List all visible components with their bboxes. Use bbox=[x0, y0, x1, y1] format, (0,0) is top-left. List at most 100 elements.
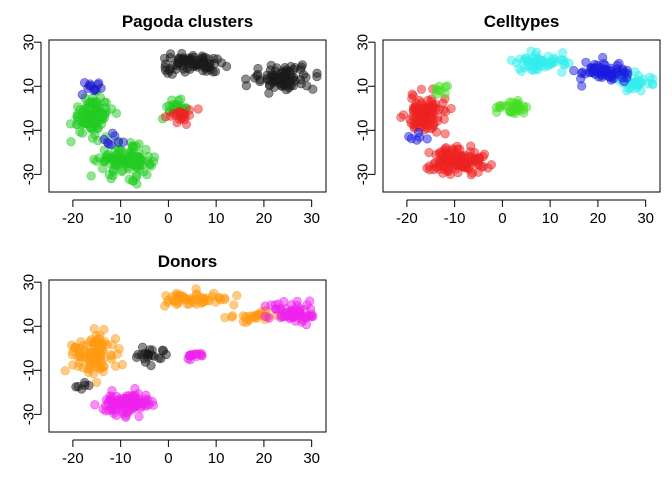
data-point bbox=[217, 58, 227, 68]
x-tick-label: 0 bbox=[498, 210, 506, 227]
data-point bbox=[617, 73, 627, 83]
data-point bbox=[308, 84, 318, 94]
data-point bbox=[139, 354, 149, 364]
data-point bbox=[107, 128, 118, 138]
data-point bbox=[100, 109, 110, 119]
data-point bbox=[296, 62, 307, 72]
data-point bbox=[506, 55, 516, 65]
data-point bbox=[141, 401, 151, 411]
data-point bbox=[238, 311, 248, 321]
x-tick-label: -10 bbox=[110, 210, 132, 227]
data-point bbox=[200, 63, 210, 73]
data-point bbox=[75, 348, 85, 359]
data-point bbox=[104, 169, 114, 180]
y-tick-label: -10 bbox=[355, 119, 372, 141]
data-point bbox=[643, 79, 653, 89]
plot-frame bbox=[48, 279, 327, 433]
data-point bbox=[288, 313, 299, 323]
y-tick-label: 30 bbox=[355, 34, 372, 51]
points-pagoda-clusters bbox=[65, 48, 322, 189]
data-point bbox=[457, 151, 467, 161]
data-point bbox=[196, 348, 206, 359]
x-tick-label: 0 bbox=[164, 210, 172, 227]
data-point bbox=[186, 293, 196, 304]
x-tick-label: -20 bbox=[62, 210, 84, 227]
data-point bbox=[581, 57, 591, 67]
data-point bbox=[89, 352, 99, 362]
data-point bbox=[440, 129, 450, 139]
data-point bbox=[416, 84, 427, 94]
data-point bbox=[132, 352, 142, 363]
data-point bbox=[536, 57, 546, 67]
plot-frame bbox=[382, 39, 661, 193]
data-point bbox=[227, 312, 237, 322]
data-point bbox=[220, 295, 230, 305]
data-point bbox=[84, 81, 94, 91]
x-tick-label: 10 bbox=[542, 210, 559, 227]
data-point bbox=[92, 338, 102, 349]
points-celltypes bbox=[396, 46, 658, 180]
data-point bbox=[90, 130, 100, 140]
data-point bbox=[101, 395, 111, 405]
y-tick-label: 10 bbox=[21, 78, 38, 95]
data-point bbox=[229, 300, 239, 310]
x-tick-label: 30 bbox=[303, 210, 320, 227]
x-tick-label: 0 bbox=[164, 450, 172, 467]
data-point bbox=[97, 163, 108, 174]
y-tick-label: -30 bbox=[21, 404, 38, 426]
data-point bbox=[172, 117, 182, 128]
y-tick-label: 30 bbox=[21, 274, 38, 291]
data-point bbox=[174, 58, 184, 68]
data-point bbox=[149, 152, 159, 162]
data-point bbox=[600, 65, 610, 75]
plot-title-donors: Donors bbox=[158, 252, 218, 271]
data-point bbox=[301, 320, 312, 330]
plot-title-celltypes: Celltypes bbox=[484, 12, 560, 31]
x-tick-label: 20 bbox=[256, 210, 273, 227]
data-point bbox=[147, 345, 157, 355]
data-point bbox=[191, 284, 201, 294]
data-point bbox=[77, 89, 87, 100]
data-point bbox=[514, 64, 524, 74]
data-point bbox=[549, 53, 559, 63]
data-point bbox=[296, 79, 306, 89]
data-point bbox=[598, 52, 608, 63]
y-tick-label: -10 bbox=[21, 359, 38, 381]
data-point bbox=[132, 179, 142, 189]
data-point bbox=[160, 301, 170, 311]
data-point bbox=[569, 65, 579, 76]
data-point bbox=[466, 170, 476, 180]
data-point bbox=[72, 119, 83, 129]
y-tick-label: 10 bbox=[21, 318, 38, 335]
data-point bbox=[271, 304, 281, 314]
data-point bbox=[576, 74, 586, 84]
data-point bbox=[122, 159, 132, 169]
panel-celltypes: Celltypes -20 -10 0 10 20 30 -30 -10 10 30 bbox=[355, 12, 661, 227]
data-point bbox=[531, 50, 541, 60]
data-point bbox=[165, 53, 175, 63]
data-point bbox=[171, 296, 181, 306]
x-tick-label: 10 bbox=[208, 450, 225, 467]
data-point bbox=[477, 162, 487, 172]
data-point bbox=[588, 64, 599, 74]
y-tick-label: -30 bbox=[355, 164, 372, 186]
data-point bbox=[101, 97, 111, 107]
data-point bbox=[494, 100, 504, 111]
data-point bbox=[437, 157, 447, 167]
data-point bbox=[113, 137, 124, 147]
x-tick-label: 10 bbox=[208, 210, 225, 227]
data-point bbox=[86, 122, 96, 132]
x-tick-label: 20 bbox=[256, 450, 273, 467]
data-point bbox=[426, 106, 436, 116]
data-point bbox=[193, 104, 203, 114]
data-point bbox=[144, 159, 155, 169]
data-point bbox=[113, 400, 123, 410]
x-tick-label: -20 bbox=[396, 210, 418, 227]
data-point bbox=[272, 63, 282, 73]
data-point bbox=[182, 63, 192, 73]
data-point bbox=[451, 164, 461, 174]
plot-title-pagoda-clusters: Pagoda clusters bbox=[122, 12, 253, 31]
data-point bbox=[510, 99, 521, 109]
data-point bbox=[302, 300, 312, 310]
data-point bbox=[175, 107, 185, 117]
